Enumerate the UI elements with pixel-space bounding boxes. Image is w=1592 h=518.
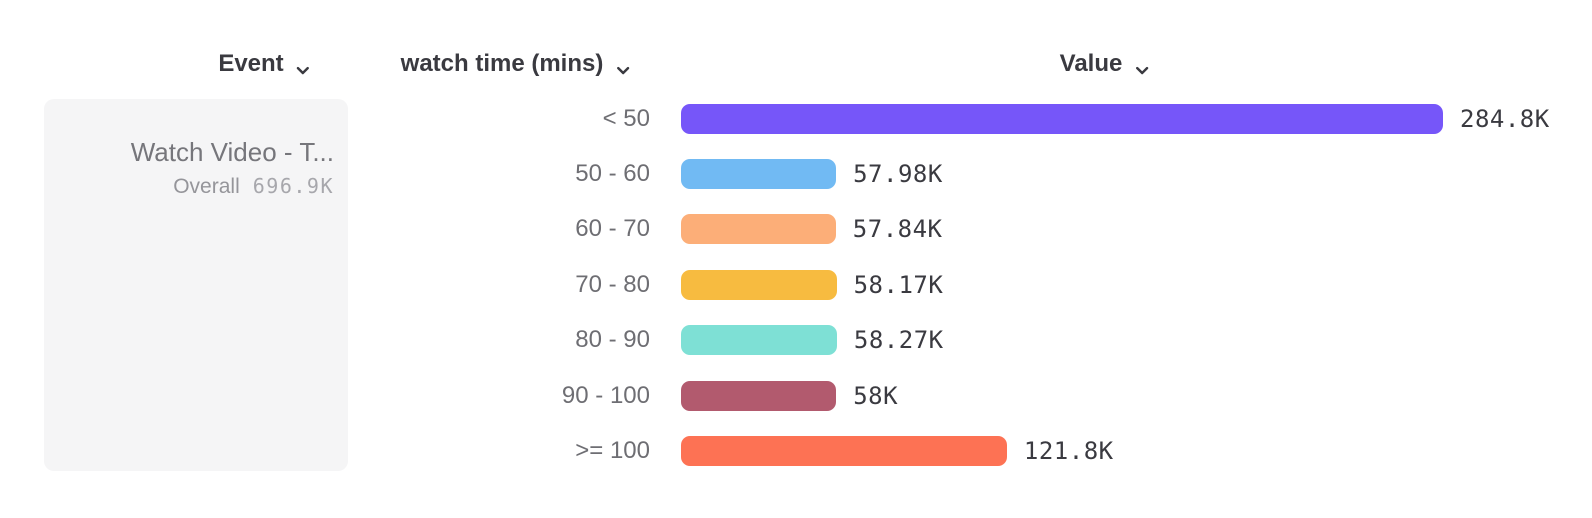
chart-row: 60 - 70 57.84K	[0, 202, 1592, 257]
chevron-down-icon	[295, 57, 312, 75]
bar-segment[interactable]	[681, 103, 1443, 134]
value-label: 284.8K	[1460, 104, 1550, 133]
category-label: >= 100	[575, 437, 650, 465]
chart-row: 50 - 60 57.98K	[0, 146, 1592, 201]
legend-card[interactable]: Watch Video - T... Overall 696.9K	[44, 99, 348, 471]
bar-segment[interactable]	[681, 159, 837, 190]
chart-row: >= 100 121.8K	[0, 423, 1592, 478]
bar-segment[interactable]	[681, 325, 837, 356]
value-label: 121.8K	[1023, 437, 1114, 466]
bar-segment[interactable]	[681, 214, 836, 245]
bar-segment[interactable]	[681, 436, 1007, 467]
category-label: 70 - 80	[575, 270, 650, 298]
column-header-breakdown-label: watch time (mins)	[400, 50, 604, 77]
chart-row: 90 - 100 58K	[0, 368, 1592, 423]
category-label: 90 - 100	[561, 381, 650, 409]
legend-event-name: Watch Video - T...	[130, 137, 334, 167]
chart-row: 70 - 80 58.17K	[0, 257, 1592, 312]
column-header-event-label: Event	[218, 50, 284, 77]
category-label: 50 - 60	[575, 160, 650, 188]
category-label: 60 - 70	[575, 215, 650, 243]
category-label: 80 - 90	[575, 326, 650, 354]
column-header-event[interactable]: Event	[218, 49, 311, 79]
value-label: 57.98K	[853, 160, 943, 189]
value-label: 58.27K	[853, 326, 944, 355]
overall-value: 696.9K	[252, 174, 334, 198]
column-header-value[interactable]: Value	[1060, 49, 1151, 79]
legend-overall-row: Overall 696.9K	[44, 174, 334, 199]
value-label: 57.84K	[852, 215, 943, 244]
column-header-value-label: Value	[1059, 50, 1123, 77]
column-header-breakdown[interactable]: watch time (mins)	[401, 49, 632, 79]
chevron-down-icon	[1133, 57, 1150, 75]
bar-chart: < 50 284.8K 50 - 60 57.98K 60 - 70 57.84K 70 -…	[0, 91, 1592, 479]
overall-label: Overall	[173, 175, 240, 198]
value-label: 58.17K	[853, 270, 944, 299]
bar-segment[interactable]	[681, 380, 837, 411]
chart-row: < 50 284.8K	[0, 91, 1592, 146]
chevron-down-icon	[614, 57, 631, 75]
chart-row: 80 - 90 58.27K	[0, 313, 1592, 368]
value-label: 58K	[853, 381, 899, 410]
bar-segment[interactable]	[681, 269, 837, 300]
category-label: < 50	[602, 104, 650, 132]
